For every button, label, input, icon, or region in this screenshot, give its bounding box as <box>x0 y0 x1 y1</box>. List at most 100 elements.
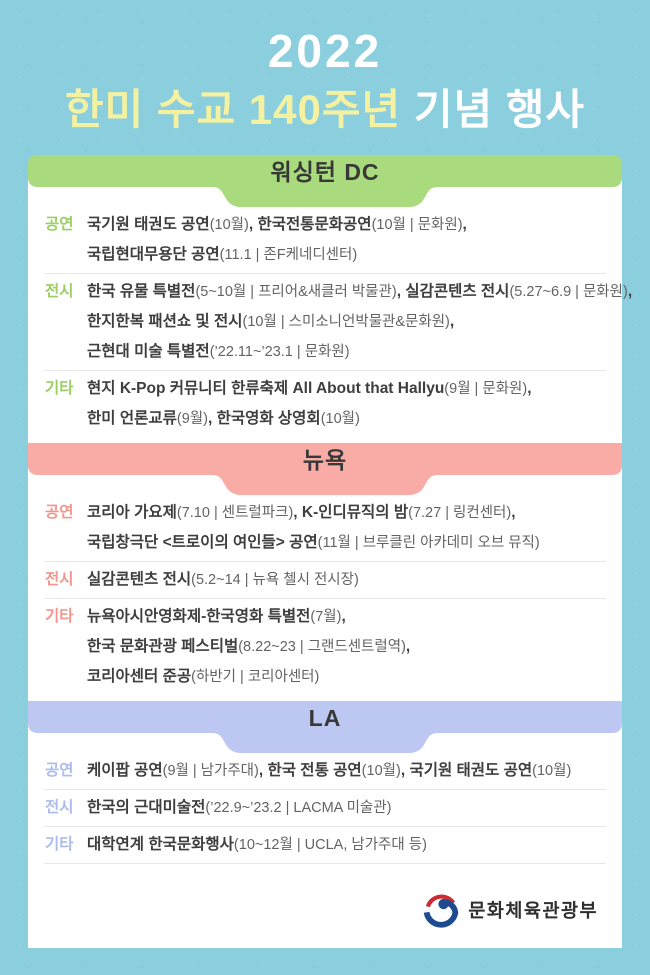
event-row: 공연 코리아 가요제(7.10 | 센트럴파크), K-인디뮤직의 밤(7.27 … <box>28 495 622 561</box>
event-name: K-인디뮤직의 밤 <box>301 504 409 521</box>
event-detail: (10월 | 스미소니언박물관&문화원) <box>242 314 450 330</box>
row-divider <box>44 273 606 274</box>
section-title: LA <box>308 705 342 731</box>
event-name: 한국의 근대미술전 <box>87 799 206 816</box>
section-la: LA 공연 케이팝 공연(9월 | 남가주대), 한국 전통 공연(10월), 국기… <box>28 701 622 864</box>
section-header: 뉴욕 <box>28 443 622 495</box>
event-category-label: 전시 <box>45 283 74 300</box>
event-name: , <box>207 410 217 427</box>
event-line: 국립현대무용단 공연(11.1 | 존F케네디센터) <box>87 240 608 270</box>
event-name: 국기원 태권도 공연 <box>409 762 533 779</box>
event-name: 실감콘텐츠 전시 <box>405 283 510 300</box>
event-name: 코리아 가요제 <box>87 504 177 521</box>
event-row: 전시 한국 유물 특별전(5~10월 | 프리어&새클러 박물관), 실감콘텐츠 … <box>28 274 632 370</box>
event-name: 한국영화 상영회 <box>216 410 321 427</box>
event-lines: 대학연계 한국문화행사(10~12월 | UCLA, 남가주대 등) <box>87 830 608 860</box>
event-detail: (9월 | 남가주대) <box>162 763 259 779</box>
event-detail: (7.10 | 센트럴파크) <box>176 505 294 521</box>
event-name: , <box>341 608 346 625</box>
event-category-label: 공연 <box>45 762 74 779</box>
ministry-logo: 문화체육관광부 <box>423 892 598 928</box>
section-washington-dc: 워싱턴 DC 공연 국기원 태권도 공연(10월), 한국전통문화공연(10월 | … <box>28 155 632 437</box>
event-lines: 국기원 태권도 공연(10월), 한국전통문화공연(10월 | 문화원), 국립현… <box>87 210 608 270</box>
event-name: , <box>248 216 258 233</box>
event-line: 한국 문화관광 페스티벌(8.22~23 | 그랜드센트럴역), <box>87 632 608 662</box>
event-row: 기타 대학연계 한국문화행사(10~12월 | UCLA, 남가주대 등) <box>28 827 622 863</box>
event-lines: 코리아 가요제(7.10 | 센트럴파크), K-인디뮤직의 밤(7.27 | … <box>87 498 608 558</box>
event-detail: (10월 | 문화원) <box>371 217 463 233</box>
row-divider <box>44 561 606 562</box>
events-card: 워싱턴 DC 공연 국기원 태권도 공연(10월), 한국전통문화공연(10월 | … <box>28 155 632 948</box>
event-lines: 한국의 근대미술전(’22.9~’23.2 | LACMA 미술관) <box>87 793 608 823</box>
row-divider <box>44 598 606 599</box>
event-detail: (’22.9~’23.2 | LACMA 미술관) <box>205 800 392 816</box>
event-row: 기타 현지 K-Pop 커뮤니티 한류축제 All About that Hall… <box>28 371 622 437</box>
event-row: 공연 케이팝 공연(9월 | 남가주대), 한국 전통 공연(10월), 국기원 … <box>28 753 622 789</box>
event-line: 코리아센터 준공(하반기 | 코리아센터) <box>87 662 608 692</box>
event-category-label: 기타 <box>45 608 74 625</box>
row-divider <box>44 826 606 827</box>
section-header: LA <box>28 701 622 753</box>
event-line: 한미 언론교류(9월), 한국영화 상영회(10월) <box>87 404 608 434</box>
sections: 워싱턴 DC 공연 국기원 태권도 공연(10월), 한국전통문화공연(10월 | … <box>28 155 632 864</box>
event-lines: 실감콘텐츠 전시(5.2~14 | 뉴욕 첼시 전시장) <box>87 565 608 595</box>
event-name: , <box>462 216 467 233</box>
event-name: 국립창극단 <트로이의 여인들> 공연 <box>87 534 318 551</box>
event-detail: (11월 | 브루클린 아카데미 오브 뮤직) <box>317 535 540 551</box>
event-lines: 뉴욕아시안영화제-한국영화 특별전(7월), 한국 문화관광 페스티벌(8.22~… <box>87 602 608 692</box>
event-detail: (’22.11~’23.1 | 문화원) <box>209 344 350 360</box>
event-category-label: 기타 <box>45 380 74 397</box>
section-header-shape <box>28 443 622 495</box>
event-name: , <box>293 504 302 521</box>
section-header-shape <box>28 155 622 207</box>
event-detail: (10월) <box>209 217 249 233</box>
event-category-label: 기타 <box>45 836 74 853</box>
section-title: 워싱턴 DC <box>270 159 380 185</box>
event-name: 대학연계 한국문화행사 <box>87 836 234 853</box>
event-line: 한국 유물 특별전(5~10월 | 프리어&새클러 박물관), 실감콘텐츠 전시… <box>87 277 632 307</box>
poster-title-line2: 한미 수교 140주년 기념 행사 <box>0 86 650 133</box>
event-line: 한국의 근대미술전(’22.9~’23.2 | LACMA 미술관) <box>87 793 608 823</box>
event-line: 국립창극단 <트로이의 여인들> 공연(11월 | 브루클린 아카데미 오브 뮤… <box>87 528 608 558</box>
poster-title-year: 2022 <box>267 25 383 77</box>
event-detail: (7월) <box>310 609 342 625</box>
ministry-name: 문화체육관광부 <box>468 900 598 921</box>
event-detail: (9월 | 문화원) <box>444 381 528 397</box>
event-category-label: 전시 <box>45 571 74 588</box>
event-detail: (10월) <box>532 763 572 779</box>
event-line: 근현대 미술 특별전(’22.11~’23.1 | 문화원) <box>87 337 608 367</box>
event-line: 케이팝 공연(9월 | 남가주대), 한국 전통 공연(10월), 국기원 태권… <box>87 756 608 786</box>
event-detail: (5.27~6.9 | 문화원) <box>509 284 628 300</box>
section-header-shape <box>28 701 622 753</box>
event-lines: 케이팝 공연(9월 | 남가주대), 한국 전통 공연(10월), 국기원 태권… <box>87 756 608 786</box>
row-divider <box>44 789 606 790</box>
event-name: 한지한복 패션쇼 및 전시 <box>87 313 243 330</box>
event-line: 한지한복 패션쇼 및 전시(10월 | 스미소니언박물관&문화원), <box>87 307 608 337</box>
row-divider <box>44 370 606 371</box>
event-row: 기타 뉴욕아시안영화제-한국영화 특별전(7월), 한국 문화관광 페스티벌(8.2… <box>28 599 622 695</box>
row-divider <box>44 863 606 864</box>
section-new-york: 뉴욕 공연 코리아 가요제(7.10 | 센트럴파크), K-인디뮤직의 밤(7.2… <box>28 443 622 695</box>
event-lines: 한국 유물 특별전(5~10월 | 프리어&새클러 박물관), 실감콘텐츠 전시… <box>87 277 632 367</box>
section-header: 워싱턴 DC <box>28 155 622 207</box>
event-name: , <box>449 313 455 330</box>
event-line: 뉴욕아시안영화제-한국영화 특별전(7월), <box>87 602 608 632</box>
ministry-emblem-icon <box>424 894 459 928</box>
event-detail: (10월) <box>320 411 360 427</box>
event-name: , <box>527 380 532 397</box>
event-detail: (10~12월 | UCLA, 남가주대 등) <box>233 837 427 853</box>
event-name: 국기원 태권도 공연 <box>87 216 210 233</box>
event-name: 국립현대무용단 공연 <box>87 246 220 263</box>
event-name: 한국전통문화공연 <box>257 216 372 233</box>
event-line: 대학연계 한국문화행사(10~12월 | UCLA, 남가주대 등) <box>87 830 608 860</box>
event-row: 전시 실감콘텐츠 전시(5.2~14 | 뉴욕 첼시 전시장) <box>28 562 622 598</box>
event-name: , <box>258 762 268 779</box>
event-row: 공연 국기원 태권도 공연(10월), 한국전통문화공연(10월 | 문화원), 국… <box>28 207 622 273</box>
event-name: 한미 언론교류 <box>87 410 177 427</box>
event-name: 현지 K-Pop 커뮤니티 한류축제 All About that Hallyu <box>87 380 445 397</box>
event-line: 국기원 태권도 공연(10월), 한국전통문화공연(10월 | 문화원), <box>87 210 608 240</box>
event-lines: 현지 K-Pop 커뮤니티 한류축제 All About that Hallyu… <box>87 374 608 434</box>
event-name: 케이팝 공연 <box>87 762 163 779</box>
event-line: 현지 K-Pop 커뮤니티 한류축제 All About that Hallyu… <box>87 374 608 404</box>
event-line: 실감콘텐츠 전시(5.2~14 | 뉴욕 첼시 전시장) <box>87 565 608 595</box>
